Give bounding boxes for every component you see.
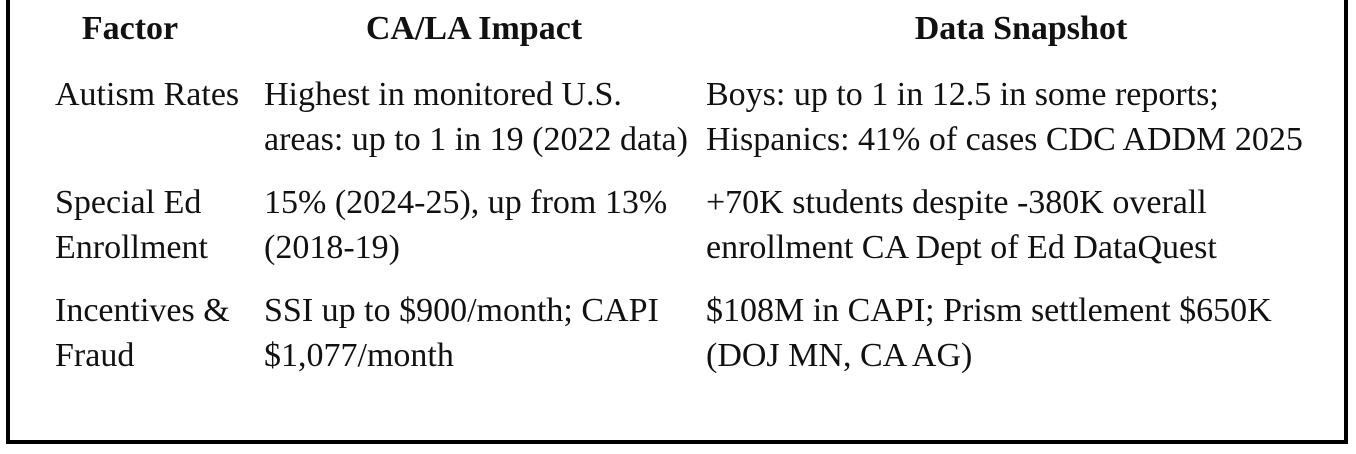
cell-factor: Incentives & Fraud	[55, 292, 230, 374]
cell-impact: 15% (2024-25), up from 13% (2018-19)	[264, 184, 668, 266]
table-header-row: Factor CA/LA Impact Data Snapshot	[10, 0, 1344, 58]
header-impact: CA/LA Impact	[365, 10, 583, 47]
cell-snapshot: $108M in CAPI; Prism settlement $650K (D…	[706, 292, 1272, 374]
cell-snapshot: +70K students despite -380K overall enro…	[706, 184, 1217, 266]
header-factor: Factor	[81, 10, 179, 47]
data-table: Factor CA/LA Impact Data Snapshot Autism…	[10, 0, 1344, 378]
cell-impact: SSI up to $900/month; CAPI $1,077/month	[264, 292, 659, 374]
table-frame: Factor CA/LA Impact Data Snapshot Autism…	[6, 0, 1348, 444]
cell-snapshot: Boys: up to 1 in 12.5 in some reports; H…	[706, 76, 1303, 158]
cell-factor: Autism Rates	[55, 76, 240, 113]
table-row: Special Ed Enrollment 15% (2024-25), up …	[10, 174, 1344, 282]
cell-factor: Special Ed Enrollment	[55, 184, 208, 266]
table-row: Incentives & Fraud SSI up to $900/month;…	[10, 282, 1344, 378]
cell-impact: Highest in monitored U.S. areas: up to 1…	[264, 76, 688, 158]
table-row: Autism Rates Highest in monitored U.S. a…	[10, 58, 1344, 174]
header-snapshot: Data Snapshot	[914, 10, 1128, 47]
